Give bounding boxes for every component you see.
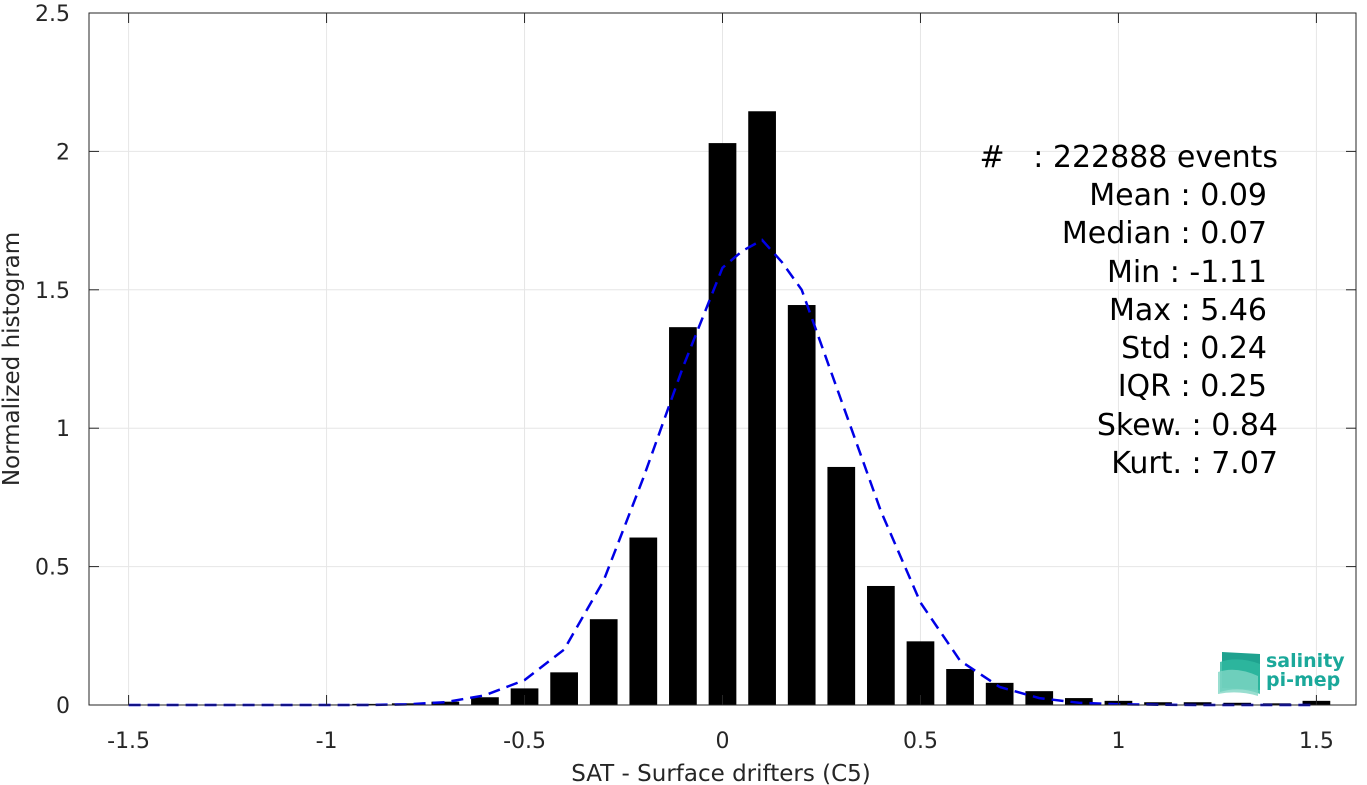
logo-line2: pi-mep: [1266, 669, 1340, 691]
y-tick-label-2: 1: [56, 417, 70, 442]
x-tick-label-1: -1: [316, 729, 338, 754]
x-tick-label-6: 1.5: [1299, 729, 1334, 754]
salinity-pi-mep-logo: salinity pi-mep: [1218, 650, 1345, 696]
stat-max: Max : 5.46: [1109, 293, 1267, 328]
y-axis-label: Normalized histogram: [0, 232, 25, 486]
stat-iqr: IQR : 0.25: [1118, 369, 1267, 404]
bar-12: [589, 619, 618, 705]
stat-min: Min : -1.11: [1107, 255, 1267, 290]
y-tick-label-1: 0.5: [35, 556, 70, 581]
y-tick-label-0: 0: [56, 694, 70, 719]
stat-events: # : 222888 events: [979, 140, 1278, 175]
bar-28: [1223, 702, 1252, 705]
stat-kurt: Kurt. : 7.07: [1111, 446, 1278, 481]
logo-line1: salinity: [1266, 650, 1345, 672]
bar-27: [1183, 702, 1212, 705]
x-tick-label-3: 0: [716, 729, 730, 754]
tick-labels: -1.5 -1 -0.5 0 0.5 1 1.5 0 0.5 1 1.5 2 2.5: [35, 2, 1334, 754]
stat-std: Std : 0.24: [1121, 331, 1267, 366]
stat-skew: Skew. : 0.84: [1097, 408, 1278, 443]
y-tick-label-3: 1.5: [35, 279, 70, 304]
statistics-annotation: # : 222888 events Mean : 0.09 Median : 0…: [979, 140, 1278, 481]
bar-11: [550, 672, 578, 705]
bar-18: [827, 466, 856, 705]
x-tick-label-2: -0.5: [503, 729, 546, 754]
y-tick-label-5: 2.5: [35, 2, 70, 27]
bars: [273, 111, 1331, 706]
y-tick-label-4: 2: [56, 140, 70, 165]
x-tick-label-4: 0.5: [903, 729, 938, 754]
bar-8: [431, 701, 460, 705]
bar-19: [867, 585, 895, 705]
bar-13: [629, 537, 658, 705]
bar-24: [1064, 698, 1093, 705]
logo-wave-icon: [1218, 652, 1260, 696]
x-tick-label-0: -1.5: [107, 729, 150, 754]
bar-20: [906, 641, 935, 705]
stat-median: Median : 0.07: [1062, 216, 1267, 251]
x-tick-label-5: 1: [1111, 729, 1125, 754]
x-axis-label: SAT - Surface drifters (C5): [571, 761, 871, 785]
stat-mean: Mean : 0.09: [1089, 178, 1267, 213]
bar-17: [787, 305, 816, 705]
bar-29: [1262, 703, 1291, 705]
bar-14: [669, 327, 697, 705]
bar-15: [708, 143, 737, 705]
bar-16: [748, 111, 776, 706]
bar-9: [471, 697, 499, 705]
bar-21: [946, 669, 974, 705]
axes: [88, 12, 1357, 706]
